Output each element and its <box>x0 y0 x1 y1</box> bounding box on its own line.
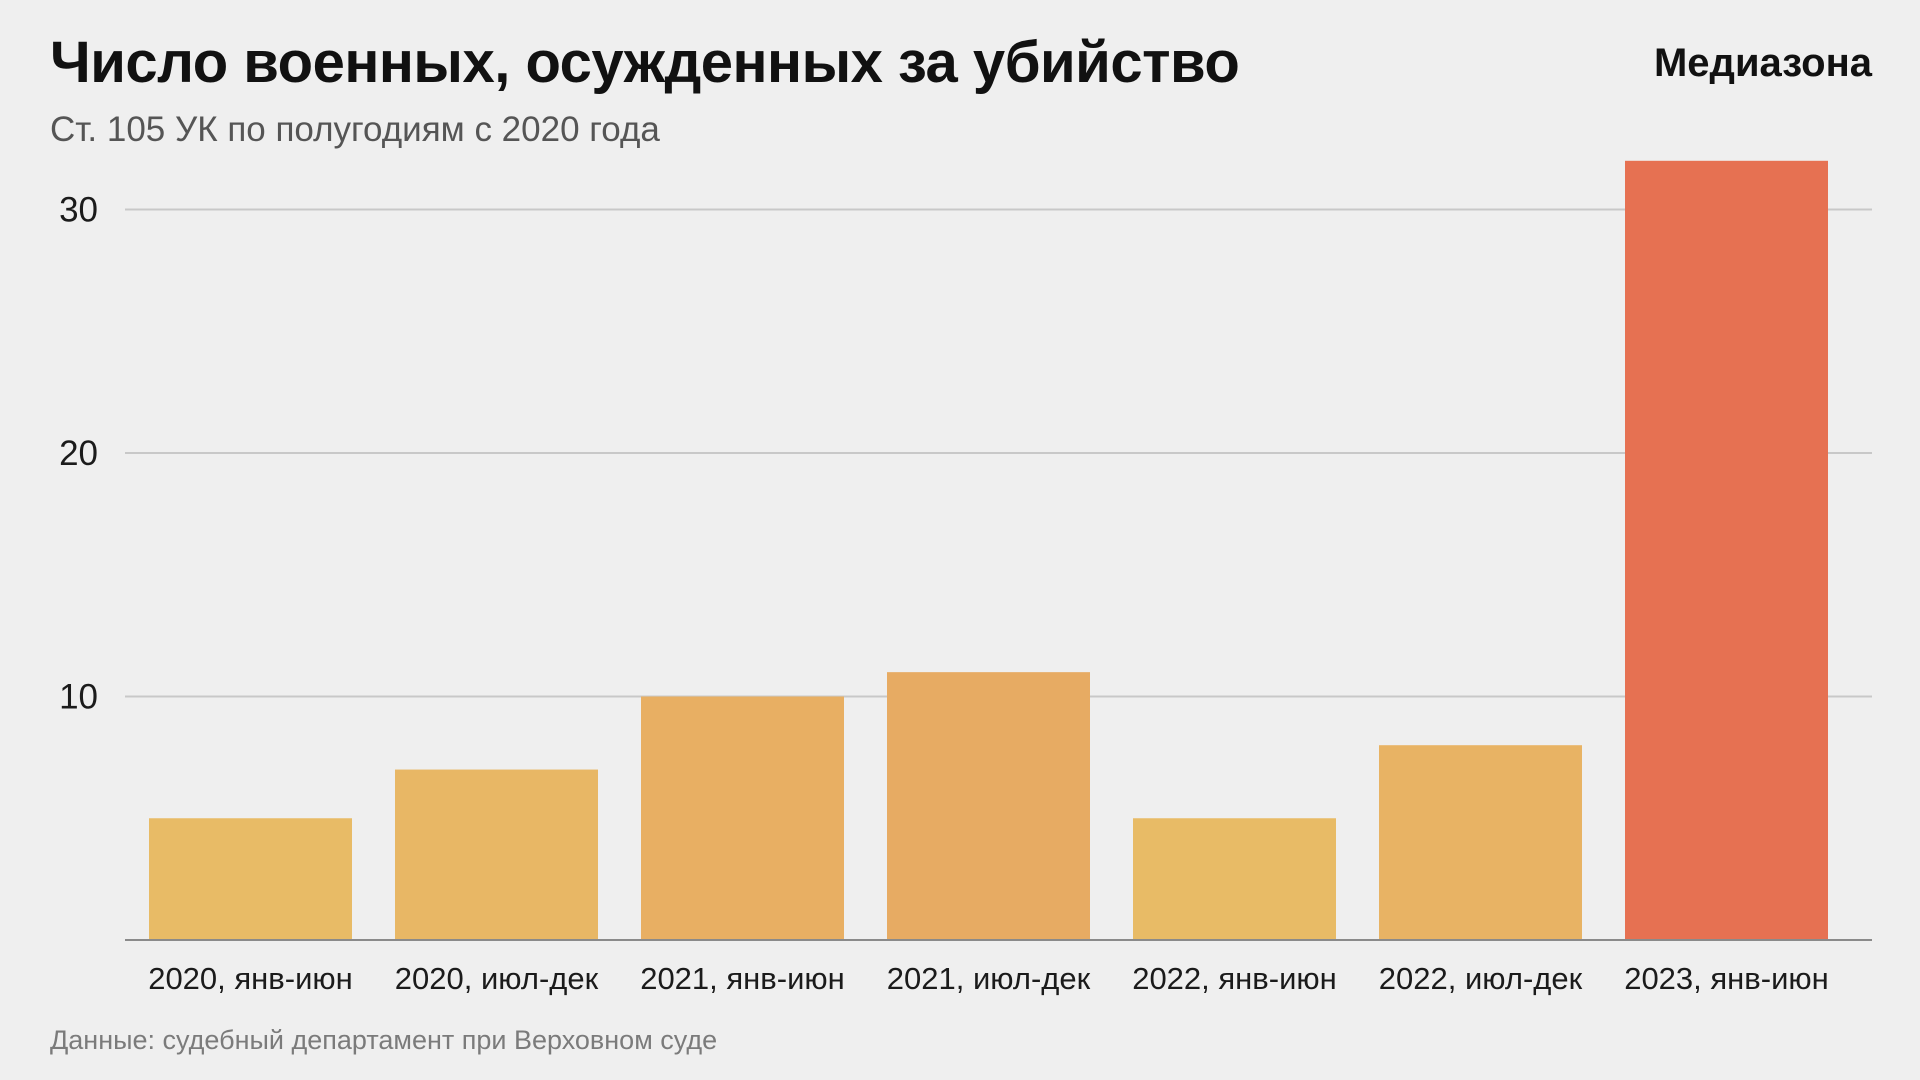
gridlines <box>125 208 1872 698</box>
bar <box>1133 818 1336 940</box>
x-tick-label: 2021, янв-июн <box>640 961 845 996</box>
brand-logo: Медиазона <box>1653 41 1872 85</box>
x-tick-label: 2021, июл-дек <box>887 961 1091 996</box>
bars <box>149 160 1828 941</box>
bar <box>1379 745 1582 940</box>
x-tick-label: 2022, июл-дек <box>1379 961 1583 996</box>
x-tick-label: 2023, янв-июн <box>1624 961 1829 996</box>
x-tick-label: 2022, янв-июн <box>1132 961 1337 996</box>
bar <box>887 672 1090 940</box>
chart-title: Число военных, осужденных за убийство <box>50 30 1240 95</box>
source-note: Данные: судебный департамент при Верховн… <box>50 1025 718 1055</box>
x-tick-label: 2020, янв-июн <box>148 961 353 996</box>
x-tick-label: 2020, июл-дек <box>395 961 599 996</box>
chart-subtitle: Ст. 105 УК по полугодиям с 2020 года <box>50 110 660 149</box>
bar <box>395 769 598 940</box>
bar <box>1625 160 1828 941</box>
y-tick-label: 10 <box>59 678 98 717</box>
y-axis-ticks: 10 20 30 <box>59 191 98 717</box>
bar <box>641 696 844 940</box>
bar <box>149 818 352 940</box>
x-axis-ticks: 2020, янв-июн 2020, июл-дек 2021, янв-июн 2… <box>148 961 1829 996</box>
y-tick-label: 30 <box>59 191 98 230</box>
y-tick-label: 20 <box>59 434 98 473</box>
